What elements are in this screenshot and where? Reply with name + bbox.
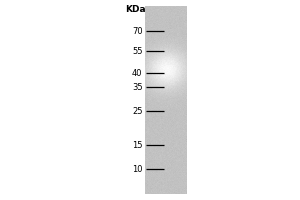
Text: 15: 15: [132, 140, 142, 149]
Text: 10: 10: [132, 164, 142, 173]
Text: KDa: KDa: [125, 5, 146, 15]
Text: 40: 40: [132, 68, 142, 77]
Text: 35: 35: [132, 83, 142, 92]
Text: 70: 70: [132, 26, 142, 36]
Text: 55: 55: [132, 46, 142, 55]
Text: 25: 25: [132, 106, 142, 116]
